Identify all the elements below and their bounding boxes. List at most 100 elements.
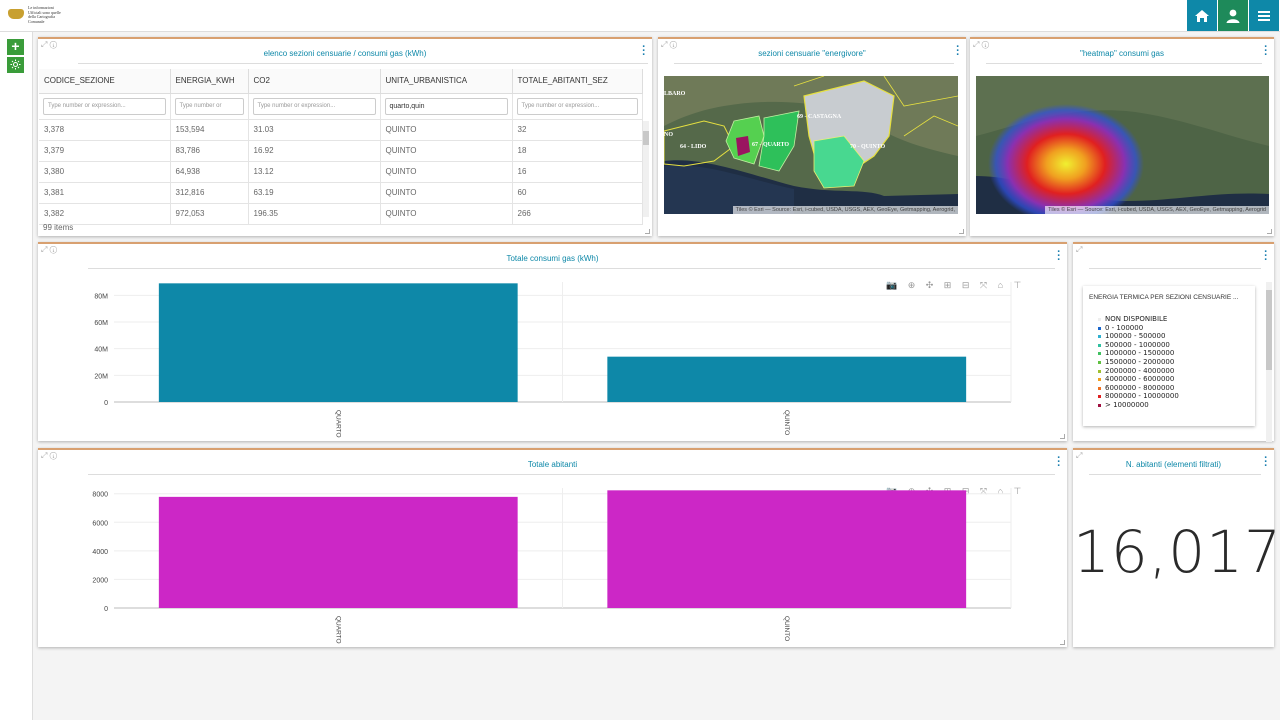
table-cell: 312,816 xyxy=(170,182,249,204)
table-row[interactable]: 3,380 64,938 13.12 QUINTO 16 xyxy=(39,161,643,183)
column-header[interactable]: UNITA_URBANISTICA xyxy=(380,69,513,94)
legend-swatch xyxy=(1098,386,1101,390)
expand-icon[interactable]: ⤢ ⓘ xyxy=(41,40,58,49)
table-scrollbar[interactable] xyxy=(643,121,649,217)
map-energivore-widget: ⤢ ⓘ sezioni censuarie "energivore" · · · L… xyxy=(658,37,966,236)
legend-swatch xyxy=(1098,360,1101,364)
widget-menu-icon[interactable]: · · · xyxy=(1264,452,1268,472)
user-button[interactable] xyxy=(1218,0,1248,31)
expand-icon[interactable]: ⤢ ⓘ xyxy=(661,40,678,49)
legend-label: 8000000 - 10000000 xyxy=(1105,392,1179,401)
column-header[interactable]: CO2 xyxy=(248,69,381,94)
resize-handle[interactable] xyxy=(645,229,650,234)
table-cell: 64,938 xyxy=(170,161,249,183)
expand-icon[interactable]: ⤢ ⓘ xyxy=(41,245,58,254)
map-label: 64 - LIDO xyxy=(680,144,707,150)
widget-menu-icon[interactable]: · · · xyxy=(1264,246,1268,266)
abitanti-bar-chart: 0 2000 4000 6000 8000 QUARTO QUINTO xyxy=(92,488,1012,644)
table-widget: ⤢ ⓘ elenco sezioni censuarie / consumi g… xyxy=(38,37,652,236)
abitanti-chart-widget: ⤢ ⓘ Totale abitanti ··· 📷 ⊕ ✣ ⊞ ⊟ ⤧ ⌂ ⊤ … xyxy=(38,448,1067,647)
legend-item: 1000000 - 1500000 xyxy=(1089,349,1249,358)
logo-line: Comunale xyxy=(28,18,45,24)
expand-icon[interactable]: ⤢ ⓘ xyxy=(41,451,58,460)
table-cell: 63.19 xyxy=(248,182,381,204)
widget-title: elenco sezioni censuarie / consumi gas (… xyxy=(263,49,427,58)
resize-handle[interactable] xyxy=(1060,640,1065,645)
home-button[interactable] xyxy=(1187,0,1217,31)
legend-item: 100000 - 500000 xyxy=(1089,332,1249,341)
column-header[interactable]: ENERGIA_KWH xyxy=(170,69,249,94)
legend-label: 500000 - 1000000 xyxy=(1105,340,1170,349)
legend-label: > 10000000 xyxy=(1105,400,1149,409)
table-cell: 3,381 xyxy=(39,182,171,204)
legend-swatch xyxy=(1098,369,1101,373)
legend-scrollbar[interactable] xyxy=(1266,282,1272,442)
resize-handle[interactable] xyxy=(959,229,964,234)
y-tick-label: 4000 xyxy=(92,549,108,556)
widget-menu-icon[interactable]: · · · xyxy=(956,41,960,61)
widget-title: sezioni censuarie "energivore" xyxy=(758,49,866,58)
table-row[interactable]: 3,379 83,786 16.92 QUINTO 18 xyxy=(39,140,643,162)
legend-label: 6000000 - 8000000 xyxy=(1105,383,1175,392)
filter-input[interactable]: quarto,quin xyxy=(384,97,508,115)
filter-input[interactable]: Type number or expression... xyxy=(252,97,376,115)
filter-row: Type number or expression... Type number… xyxy=(39,93,643,120)
logo-line: Ufficiali sono quelle xyxy=(28,9,61,15)
y-tick-label: 6000 xyxy=(92,520,108,527)
filter-input[interactable]: Type number or expression... xyxy=(43,97,166,115)
table-row[interactable]: 3,381 312,816 63.19 QUINTO 60 xyxy=(39,182,643,204)
x-tick-label: QUARTO xyxy=(334,616,341,644)
legend-label: 0 - 100000 xyxy=(1105,323,1144,332)
gas-bar-chart: 0 20M 40M 60M 80M QUARTO QUINTO xyxy=(94,282,1012,438)
x-tick-label: QUARTO xyxy=(334,410,341,438)
table-cell: 972,053 xyxy=(170,203,249,225)
y-tick-label: 60M xyxy=(94,320,108,327)
column-header[interactable]: TOTALE_ABITANTI_SEZ xyxy=(512,69,643,94)
energivore-map[interactable]: LBARO 69 - CASTAGNA NO 64 - LIDO 67 - QU… xyxy=(664,76,958,214)
legend-item: 4000000 - 6000000 xyxy=(1089,375,1249,384)
table-header-row: CODICE_SEZIONE ENERGIA_KWH CO2 UNITA_URB… xyxy=(39,69,643,94)
widget-menu-icon[interactable]: · · · xyxy=(1057,452,1061,472)
table-cell: QUINTO xyxy=(380,119,513,141)
y-tick-label: 0 xyxy=(104,606,108,613)
table-cell: 196.35 xyxy=(248,203,381,225)
counter-widget: ⤢ N. abitanti (elementi filtrati) · · · 16… xyxy=(1073,448,1280,647)
widget-menu-icon[interactable]: · · · xyxy=(642,41,646,61)
sun-icon xyxy=(10,59,21,70)
filter-input[interactable]: Type number or expression... xyxy=(516,97,638,115)
table-cell: QUINTO xyxy=(380,182,513,204)
bar xyxy=(607,356,967,402)
data-table: CODICE_SEZIONE ENERGIA_KWH CO2 UNITA_URB… xyxy=(39,69,643,225)
map-label: 70 - QUINTO xyxy=(850,144,886,150)
resize-handle[interactable] xyxy=(1060,434,1065,439)
table-cell: 3,379 xyxy=(39,140,171,162)
legend-item: 2000000 - 4000000 xyxy=(1089,367,1249,376)
legend-item: NON DISPONIBILE xyxy=(1089,315,1249,324)
table-cell: 83,786 xyxy=(170,140,249,162)
expand-icon[interactable]: ⤢ xyxy=(1076,245,1083,254)
expand-icon[interactable]: ⤢ xyxy=(1076,451,1083,460)
chart-toolbar[interactable]: 📷 ⊕ ✣ ⊞ ⊟ ⤧ ⌂ ⊤ xyxy=(886,280,1026,290)
add-widget-button[interactable]: + xyxy=(7,39,24,55)
theme-button[interactable] xyxy=(7,57,24,73)
legend-item: 500000 - 1000000 xyxy=(1089,341,1249,350)
legend-swatch xyxy=(1098,395,1101,399)
widget-menu-icon[interactable]: · · · xyxy=(1264,41,1268,61)
city-logo[interactable]: Le informazioni Ufficiali sono quelle de… xyxy=(8,5,88,24)
widget-menu-icon[interactable]: · · · xyxy=(1057,246,1061,266)
map-label: NO xyxy=(664,132,673,138)
legend-label: 1500000 - 2000000 xyxy=(1105,357,1175,366)
widget-title: Totale consumi gas (kWh) xyxy=(506,254,599,263)
logo-line: della Cartografia xyxy=(28,14,55,20)
column-header[interactable]: CODICE_SEZIONE xyxy=(39,69,171,94)
heatmap-map[interactable]: Tiles © Esri — Source: Esri, i-cubed, US… xyxy=(976,76,1269,214)
table-row[interactable]: 3,382 972,053 196.35 QUINTO 266 xyxy=(39,203,643,225)
table-cell: 153,594 xyxy=(170,119,249,141)
table-row[interactable]: 3,378 153,594 31.03 QUINTO 32 xyxy=(39,119,643,141)
y-tick-label: 20M xyxy=(94,373,108,380)
menu-button[interactable] xyxy=(1249,0,1279,31)
expand-icon[interactable]: ⤢ ⓘ xyxy=(973,40,990,49)
resize-handle[interactable] xyxy=(1267,229,1272,234)
items-count: 99 items xyxy=(43,223,74,232)
filter-input[interactable]: Type number or xyxy=(174,97,244,115)
